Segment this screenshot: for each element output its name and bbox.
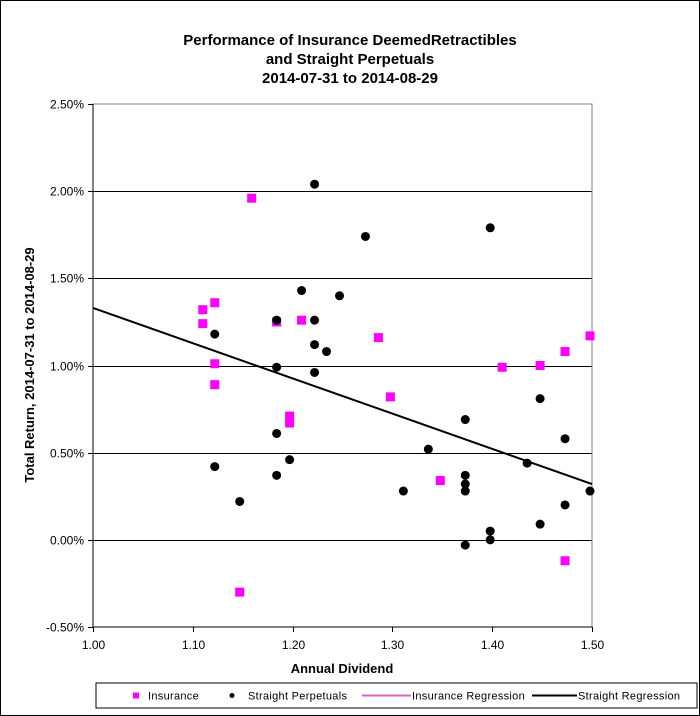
straight-perpetual-point [360, 231, 370, 241]
straight-perpetual-point [235, 496, 245, 506]
legend-straight-marker [229, 693, 235, 698]
plot-area-border [92, 103, 593, 628]
straight-perpetual-point [485, 223, 495, 233]
y-tick-label: 2.00% [50, 185, 84, 199]
regression-lines [92, 307, 593, 485]
y-tick-label: 1.00% [50, 360, 84, 374]
insurance-point [210, 359, 220, 369]
y-axis-title: Total Return, 2014-07-31 to 2014-08-29 [22, 247, 37, 482]
straight-perpetual-point [522, 458, 532, 468]
chart-title-line-1: Performance of Insurance DeemedRetractib… [183, 32, 517, 49]
insurance-point [210, 380, 220, 390]
straight-perpetual-point [560, 500, 570, 510]
insurance-point [535, 361, 545, 370]
straight-perpetual-point [460, 540, 470, 550]
straight-perpetual-point [272, 470, 282, 480]
x-tick-label: 1.40 [481, 638, 505, 652]
insurance-point [247, 193, 257, 203]
insurance-point [235, 587, 245, 597]
straight-perpetual-point [335, 291, 345, 301]
legend-label: Straight Perpetuals [248, 691, 347, 703]
y-tick-label: 0.50% [50, 447, 84, 461]
legend-label: Insurance Regression [412, 691, 525, 703]
straight-perpetual-point [210, 329, 220, 339]
chart-title-line-2: and Straight Perpetuals [265, 51, 435, 68]
straight-perpetual-point [272, 315, 282, 325]
x-tick-label: 1.00 [82, 638, 106, 652]
straight-perpetual-point [310, 179, 320, 189]
y-ticks: -0.50% 0.00% 0.50% 1.00% 1.50% 2.00% 2.50% [46, 98, 93, 635]
x-ticks: 1.00 1.10 1.20 1.30 1.40 1.50 [82, 627, 605, 652]
straight-perpetual-point [272, 362, 282, 372]
straight-perpetual-point [310, 315, 320, 325]
straight-perpetual-point [285, 455, 295, 465]
insurance-point [560, 556, 570, 566]
x-axis-title: Annual Dividend [291, 661, 394, 676]
straight-regression-line [92, 307, 593, 485]
x-tick-label: 1.30 [381, 638, 405, 652]
y-tick-label: -0.50% [46, 621, 84, 635]
insurance-point [198, 305, 208, 315]
straight-perpetual-point [460, 479, 470, 489]
straight-perpetual-point [398, 486, 408, 496]
straight-perpetual-point [310, 367, 320, 377]
insurance-point [285, 418, 295, 428]
legend-label: Insurance [148, 691, 199, 703]
straight-perpetual-point [485, 535, 495, 545]
straight-perpetual-point [535, 394, 545, 404]
straight-perpetual-point [272, 428, 282, 438]
insurance-point [198, 319, 208, 329]
straight-perpetual-point [560, 434, 570, 444]
straight-perpetual-point [535, 519, 545, 529]
straight-perpetual-point [423, 444, 433, 454]
straight-perpetual-point [460, 470, 470, 480]
y-tick-label: 1.50% [50, 272, 84, 286]
insurance-point [373, 333, 383, 343]
x-tick-label: 1.50 [581, 638, 605, 652]
straight-perpetual-point [485, 526, 495, 536]
chart-title-line-3: 2014-07-31 to 2014-08-29 [262, 70, 438, 87]
insurance-point [297, 315, 307, 325]
legend-label: Straight Regression [578, 691, 680, 703]
gridlines [93, 191, 592, 541]
insurance-point [285, 411, 295, 421]
straight-perpetual-point [460, 486, 470, 496]
y-tick-label: 0.00% [50, 534, 84, 548]
straight-perpetual-point [297, 286, 307, 296]
straight-perpetual-point [310, 340, 320, 350]
y-tick-label: 2.50% [50, 98, 84, 112]
insurance-point [385, 392, 395, 402]
insurance-point [435, 476, 445, 486]
x-tick-label: 1.10 [182, 638, 206, 652]
insurance-point [560, 347, 570, 357]
straight-perpetual-point [460, 415, 470, 425]
x-tick-label: 1.20 [282, 638, 306, 652]
legend-insurance-marker [133, 692, 139, 699]
straight-perpetual-point [210, 462, 220, 472]
straight-perpetual-point [585, 486, 595, 496]
straight-perpetual-point [322, 347, 332, 357]
insurance-point [497, 362, 507, 372]
legend: Insurance Straight Perpetuals Insurance Re… [133, 691, 680, 703]
data-points [198, 179, 595, 597]
insurance-point [585, 331, 595, 341]
insurance-point [210, 298, 220, 308]
